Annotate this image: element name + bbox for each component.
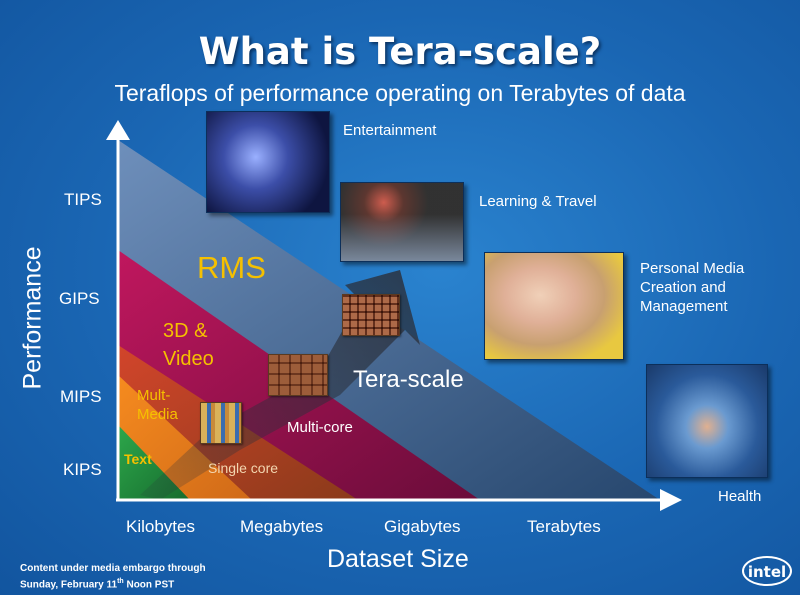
app-label-personal-media: Personal Media Creation and Management [640,259,744,316]
zone-label-multi-core: Multi-core [287,419,353,436]
zone-label-single-core: Single core [208,460,279,476]
y-axis-arrowhead [106,120,130,140]
tera-scale-chip-image [342,294,400,336]
y-tick-gips: GIPS [59,289,100,308]
personal-media-photo [484,252,624,360]
x-axis-arrowhead [660,489,682,511]
zone-label-rms: RMS [197,250,266,285]
zone-label-multimedia-line1: Mult- [137,387,171,404]
zone-label-video: 3D & Video [163,317,214,373]
app-label-personal-media-line2: Creation and [640,279,726,296]
zone-label-text: Text [124,451,152,467]
zone-label-video-line1: 3D & [163,320,208,342]
app-label-health: Health [718,488,762,505]
x-tick-gigabytes: Gigabytes [384,517,461,536]
zone-label-video-line2: Video [163,348,214,370]
y-tick-mips: MIPS [60,387,102,406]
intel-logo: intel [742,556,792,586]
app-label-personal-media-line1: Personal Media [640,260,745,277]
zone-label-multimedia: Mult- Media [137,386,178,424]
page-subtitle: Teraflops of performance operating on Te… [114,80,686,106]
y-tick-kips: KIPS [63,460,102,479]
zone-label-multimedia-line2: Media [137,406,178,423]
embargo-time: Noon PST [123,579,175,591]
page-title: What is Tera-scale? [198,30,602,73]
multi-core-chip-image [268,354,328,396]
x-tick-kilobytes: Kilobytes [126,517,195,536]
embargo-date-suffix: th [117,578,124,585]
y-axis-title: Performance [18,246,47,390]
app-label-learning-travel: Learning & Travel [479,193,597,210]
x-tick-terabytes: Terabytes [527,517,601,536]
entertainment-photo [206,111,330,213]
health-photo [646,364,768,478]
app-label-entertainment: Entertainment [343,122,437,139]
app-label-personal-media-line3: Management [640,298,728,315]
learning-travel-photo [340,182,464,262]
embargo-notice-line1: Content under media embargo through [20,563,206,574]
x-axis-title: Dataset Size [327,545,469,573]
embargo-notice-line2: Sunday, February 11th Noon PST [20,575,206,591]
single-core-chip-image [200,402,242,444]
embargo-notice: Content under media embargo through Sund… [20,562,206,591]
x-tick-megabytes: Megabytes [240,517,324,536]
y-tick-tips: TIPS [64,190,102,209]
embargo-date: Sunday, February 11 [20,579,118,591]
zone-label-tera-scale: Tera-scale [353,366,464,393]
